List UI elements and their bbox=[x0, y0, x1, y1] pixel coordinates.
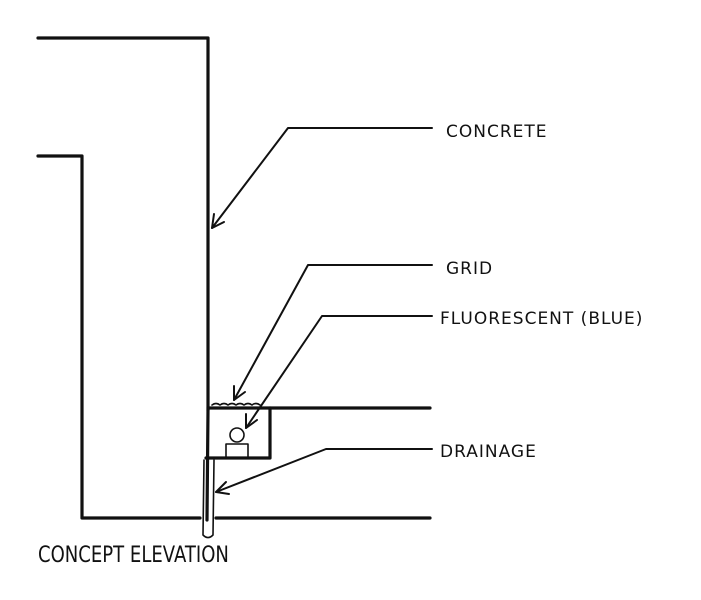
grid-texture bbox=[211, 402, 261, 406]
outer-wall-outline bbox=[36, 36, 210, 412]
fixture-base bbox=[225, 443, 249, 459]
inner-wall-outline bbox=[36, 154, 202, 520]
leader-concrete bbox=[211, 127, 433, 229]
label-fluorescent: FLUORESCENT (BLUE) bbox=[440, 309, 644, 329]
diagram-caption: CONCEPT ELEVATION bbox=[38, 543, 229, 568]
arrowhead-grid bbox=[233, 385, 246, 401]
leader-grid bbox=[233, 264, 433, 401]
drainage-slot bbox=[202, 459, 215, 539]
fluorescent-lamp bbox=[229, 427, 245, 443]
arrowhead-fluorescent bbox=[245, 413, 258, 429]
arrowhead-concrete bbox=[211, 213, 225, 229]
label-concrete: CONCRETE bbox=[446, 122, 548, 142]
label-drainage: DRAINAGE bbox=[440, 442, 537, 462]
label-grid: GRID bbox=[446, 259, 494, 279]
arrowhead-drainage bbox=[215, 481, 230, 495]
wall-face-line bbox=[205, 408, 210, 522]
light-trough bbox=[204, 406, 272, 460]
leader-drainage bbox=[215, 448, 433, 493]
leader-fluorescent bbox=[245, 315, 433, 429]
